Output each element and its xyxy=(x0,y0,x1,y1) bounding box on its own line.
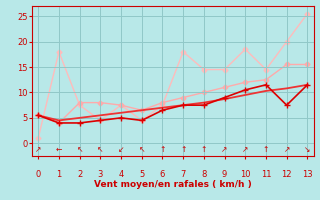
Text: ↗: ↗ xyxy=(242,145,248,154)
Text: ↑: ↑ xyxy=(263,145,269,154)
Text: ↖: ↖ xyxy=(76,145,83,154)
Text: ↖: ↖ xyxy=(97,145,103,154)
Text: ↑: ↑ xyxy=(180,145,186,154)
Text: ↗: ↗ xyxy=(221,145,228,154)
Text: ↘: ↘ xyxy=(304,145,311,154)
Text: ↗: ↗ xyxy=(35,145,41,154)
Text: ↑: ↑ xyxy=(201,145,207,154)
Text: ↖: ↖ xyxy=(139,145,145,154)
X-axis label: Vent moyen/en rafales ( km/h ): Vent moyen/en rafales ( km/h ) xyxy=(94,180,252,189)
Text: ↗: ↗ xyxy=(284,145,290,154)
Text: ↙: ↙ xyxy=(118,145,124,154)
Text: ↑: ↑ xyxy=(159,145,166,154)
Text: ←: ← xyxy=(56,145,62,154)
